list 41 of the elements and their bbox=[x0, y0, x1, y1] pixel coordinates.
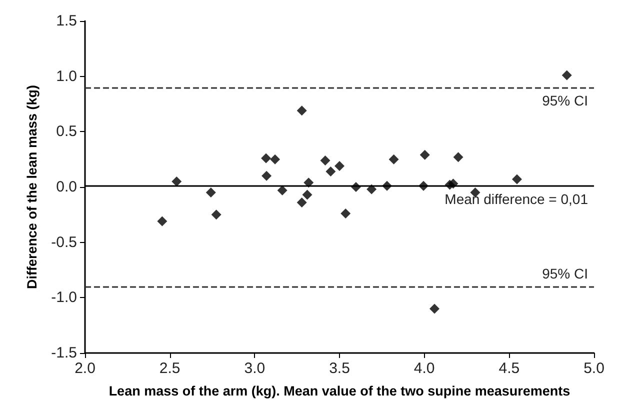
y-tick-label: 1.0 bbox=[56, 68, 77, 85]
x-tick-label: 4.0 bbox=[414, 360, 435, 377]
y-tick-label: -0.5 bbox=[51, 234, 77, 251]
point bbox=[206, 188, 216, 198]
ref-line-label: Mean difference = 0,01 bbox=[444, 190, 588, 207]
point bbox=[277, 185, 288, 196]
point bbox=[302, 190, 312, 200]
point bbox=[340, 208, 351, 219]
point bbox=[326, 166, 336, 177]
x-tick-label: 3.5 bbox=[329, 360, 350, 377]
point bbox=[172, 176, 182, 186]
point bbox=[157, 216, 168, 226]
x-tick-label: 5.0 bbox=[584, 360, 604, 377]
point bbox=[296, 197, 307, 208]
x-tick-label: 3.0 bbox=[244, 360, 266, 377]
point bbox=[334, 160, 344, 171]
y-tick-label: -1.5 bbox=[51, 344, 77, 362]
ref-line-label: 95% CI bbox=[542, 92, 588, 108]
point bbox=[388, 154, 399, 164]
ref-line-label: 95% CI bbox=[542, 266, 588, 282]
point bbox=[512, 174, 522, 184]
y-tick-label: 0.0 bbox=[56, 178, 77, 196]
y-tick-label: 1.5 bbox=[56, 12, 77, 30]
point bbox=[430, 304, 440, 314]
point bbox=[562, 70, 572, 80]
point bbox=[320, 155, 330, 166]
point bbox=[262, 170, 272, 181]
x-tick-label: 2.0 bbox=[74, 360, 96, 377]
y-tick-label: -1.0 bbox=[51, 289, 77, 306]
point bbox=[453, 152, 464, 162]
point bbox=[304, 178, 314, 188]
point bbox=[261, 153, 272, 164]
x-axis-title: Lean mass of the arm (kg). Mean value of the two supine measurements bbox=[108, 384, 570, 398]
point bbox=[420, 150, 430, 160]
point bbox=[270, 154, 280, 164]
point bbox=[211, 210, 222, 220]
x-tick-label: 2.5 bbox=[159, 360, 180, 377]
y-axis-title: Difference of the lean mass (kg) bbox=[24, 84, 40, 290]
x-tick-label: 4.5 bbox=[498, 360, 520, 377]
y-tick-label: 0.5 bbox=[56, 123, 77, 140]
point bbox=[296, 106, 307, 116]
